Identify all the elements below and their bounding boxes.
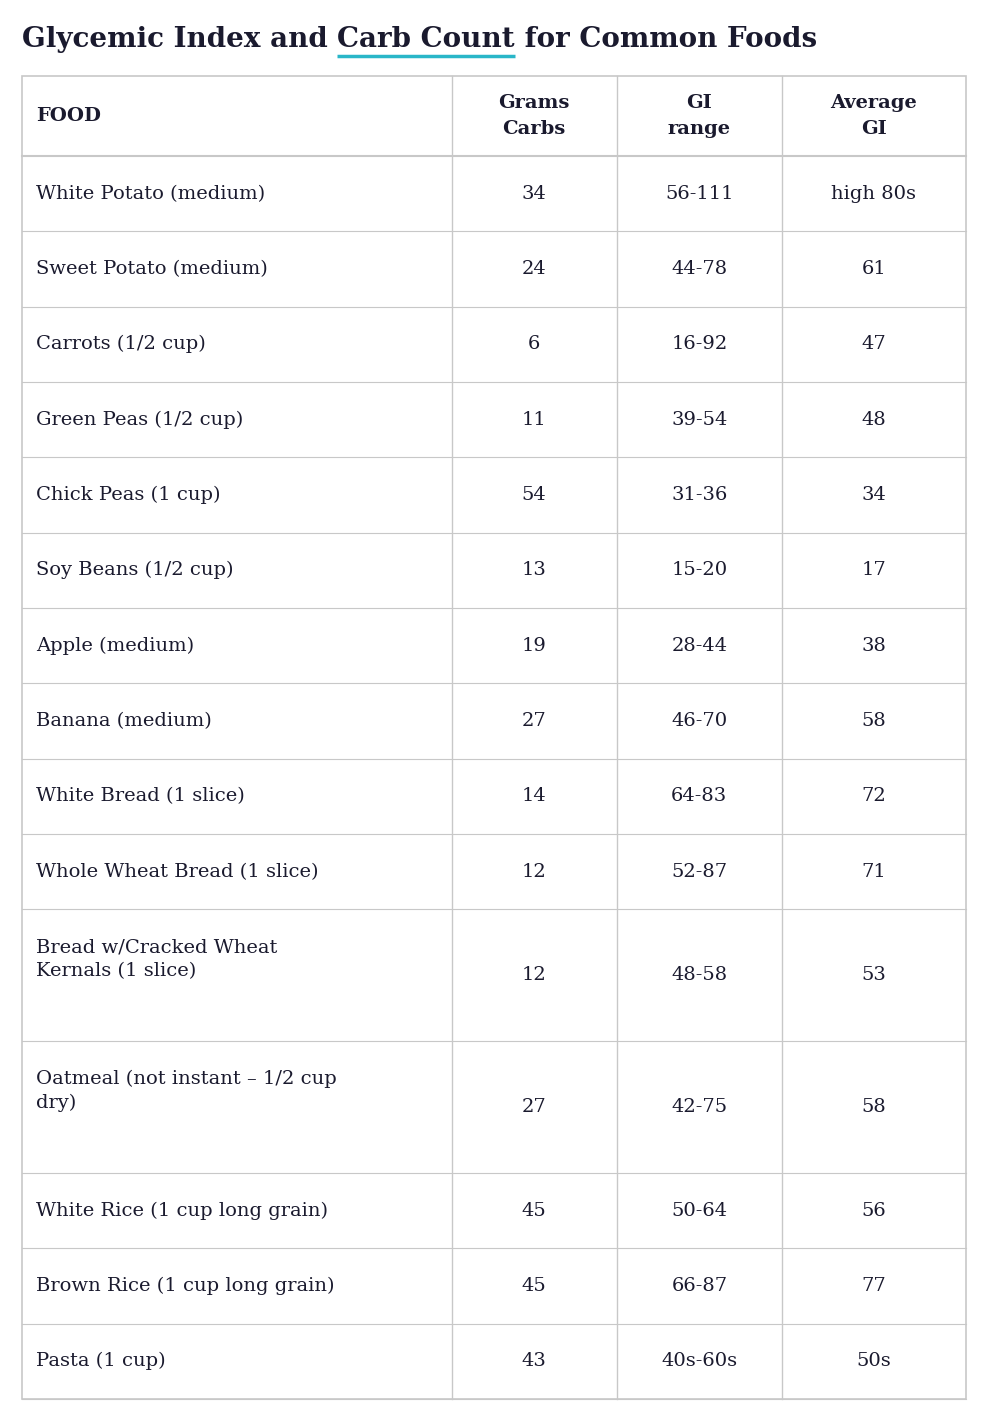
Text: 34: 34	[522, 185, 546, 202]
Text: 56: 56	[862, 1202, 886, 1220]
Text: 6: 6	[528, 335, 540, 354]
Text: 40s-60s: 40s-60s	[661, 1352, 737, 1370]
Text: Green Peas (1/2 cup): Green Peas (1/2 cup)	[36, 410, 243, 428]
Text: 43: 43	[522, 1352, 546, 1370]
Text: 50s: 50s	[857, 1352, 891, 1370]
Text: 34: 34	[862, 486, 886, 503]
Text: Chick Peas (1 cup): Chick Peas (1 cup)	[36, 486, 220, 505]
Text: 54: 54	[522, 486, 546, 503]
Text: White Bread (1 slice): White Bread (1 slice)	[36, 788, 245, 806]
Text: Brown Rice (1 cup long grain): Brown Rice (1 cup long grain)	[36, 1277, 335, 1295]
Text: 28-44: 28-44	[671, 636, 727, 655]
Text: Carrots (1/2 cup): Carrots (1/2 cup)	[36, 335, 206, 354]
Text: 27: 27	[522, 1099, 546, 1116]
Text: 50-64: 50-64	[671, 1202, 727, 1220]
Text: 45: 45	[522, 1202, 546, 1220]
Text: Grams
Carbs: Grams Carbs	[498, 95, 570, 137]
Text: 46-70: 46-70	[671, 713, 727, 730]
Text: Carb Count: Carb Count	[337, 25, 515, 52]
Text: 17: 17	[862, 561, 886, 580]
Text: 44-78: 44-78	[671, 260, 727, 279]
Text: Soy Beans (1/2 cup): Soy Beans (1/2 cup)	[36, 561, 233, 580]
Text: 64-83: 64-83	[671, 788, 727, 806]
Text: 14: 14	[522, 788, 546, 806]
Text: 12: 12	[522, 863, 546, 881]
Text: 24: 24	[522, 260, 546, 279]
Text: Glycemic Index and: Glycemic Index and	[22, 25, 337, 52]
Text: 12: 12	[522, 966, 546, 984]
Text: Bread w/Cracked Wheat
Kernals (1 slice): Bread w/Cracked Wheat Kernals (1 slice)	[36, 939, 278, 980]
Text: 72: 72	[862, 788, 886, 806]
Text: 42-75: 42-75	[671, 1099, 727, 1116]
Text: 16-92: 16-92	[671, 335, 727, 354]
Text: 31-36: 31-36	[671, 486, 727, 503]
Text: White Rice (1 cup long grain): White Rice (1 cup long grain)	[36, 1202, 328, 1220]
Text: GI
range: GI range	[668, 95, 731, 137]
Text: Sweet Potato (medium): Sweet Potato (medium)	[36, 260, 268, 279]
Text: 13: 13	[522, 561, 546, 580]
Text: FOOD: FOOD	[36, 107, 101, 124]
Text: 61: 61	[862, 260, 886, 279]
Text: Banana (medium): Banana (medium)	[36, 713, 211, 730]
Text: for Common Foods: for Common Foods	[515, 25, 817, 52]
Text: Oatmeal (not instant – 1/2 cup
dry): Oatmeal (not instant – 1/2 cup dry)	[36, 1070, 337, 1113]
Text: 27: 27	[522, 713, 546, 730]
Text: 58: 58	[862, 713, 886, 730]
Text: 77: 77	[862, 1277, 886, 1295]
Text: 58: 58	[862, 1099, 886, 1116]
Text: Pasta (1 cup): Pasta (1 cup)	[36, 1352, 166, 1370]
Text: 38: 38	[862, 636, 886, 655]
Text: 15-20: 15-20	[671, 561, 727, 580]
Text: 11: 11	[522, 410, 546, 428]
Text: 71: 71	[862, 863, 886, 881]
Text: 48: 48	[862, 410, 886, 428]
Text: 19: 19	[522, 636, 546, 655]
Text: Average
GI: Average GI	[831, 95, 917, 137]
Text: 45: 45	[522, 1277, 546, 1295]
Text: 56-111: 56-111	[665, 185, 733, 202]
Text: 39-54: 39-54	[671, 410, 727, 428]
Text: 52-87: 52-87	[671, 863, 727, 881]
Text: 47: 47	[862, 335, 886, 354]
Text: White Potato (medium): White Potato (medium)	[36, 185, 265, 202]
Text: Whole Wheat Bread (1 slice): Whole Wheat Bread (1 slice)	[36, 863, 318, 881]
Text: Apple (medium): Apple (medium)	[36, 636, 194, 655]
Text: high 80s: high 80s	[832, 185, 917, 202]
Text: 66-87: 66-87	[671, 1277, 727, 1295]
Text: 53: 53	[862, 966, 886, 984]
Text: 48-58: 48-58	[671, 966, 727, 984]
